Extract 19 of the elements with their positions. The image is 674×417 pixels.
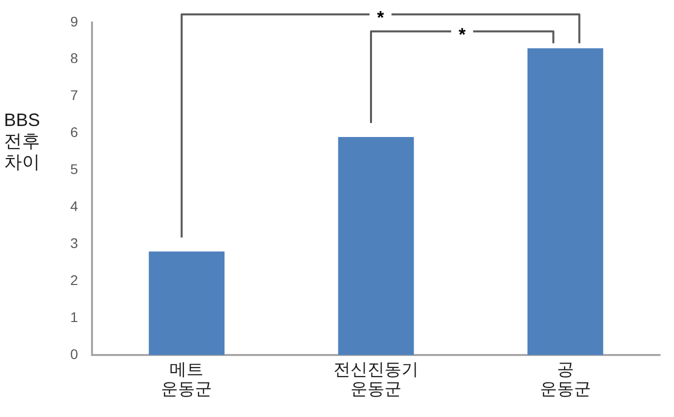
x-tick-label: 공 운동군 bbox=[540, 360, 591, 400]
y-tick-label: 8 bbox=[70, 50, 78, 66]
y-tick-label: 9 bbox=[70, 13, 78, 30]
y-tick-label: 6 bbox=[70, 124, 78, 140]
y-axis-title: BBS 전후 차이 bbox=[4, 110, 40, 173]
y-tick-label: 5 bbox=[70, 161, 78, 178]
x-tick-label: 전신진동기 운동군 bbox=[334, 360, 418, 400]
y-tick-label: 1 bbox=[70, 308, 78, 325]
bar bbox=[148, 252, 225, 355]
y-tick-label: 2 bbox=[70, 272, 78, 288]
x-tick-label: 메트 운동군 bbox=[161, 360, 212, 400]
bar bbox=[527, 48, 604, 355]
bar bbox=[338, 136, 414, 355]
annotation: * bbox=[458, 24, 466, 44]
y-tick-label: 3 bbox=[70, 234, 78, 251]
y-tick-label: 7 bbox=[70, 87, 78, 104]
y-tick-label: 0 bbox=[70, 346, 78, 362]
y-tick-label: 4 bbox=[70, 198, 78, 214]
annotation: * bbox=[376, 7, 384, 28]
